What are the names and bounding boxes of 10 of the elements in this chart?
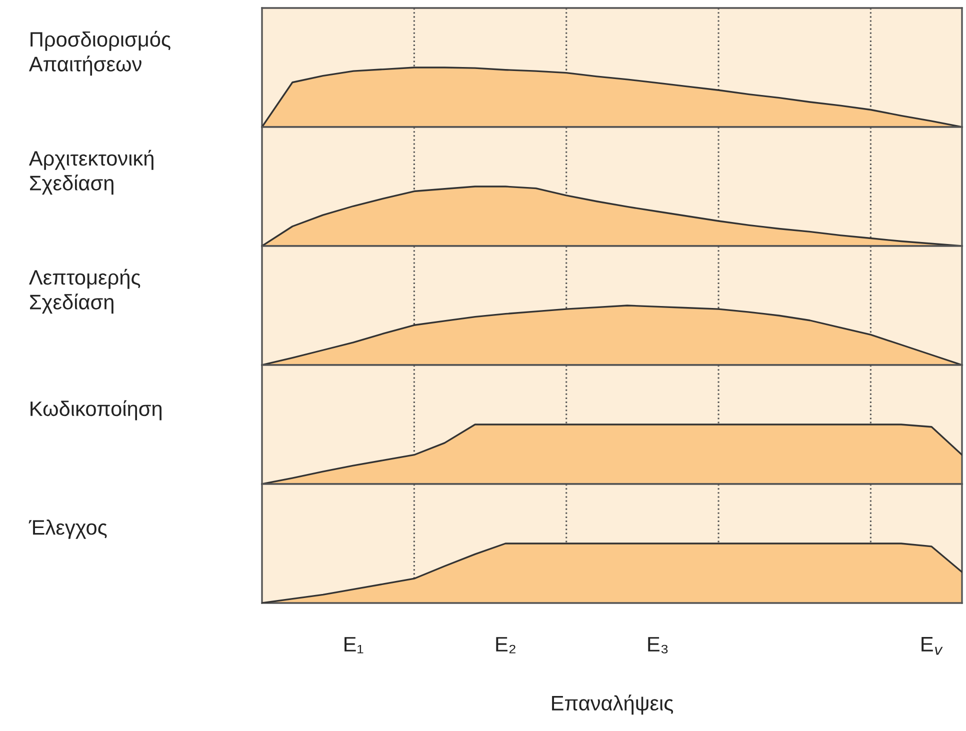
x-tick-label: E₃ <box>648 637 668 654</box>
y-axis-title: Αρχιτεκτονική Σχεδίαση <box>28 150 154 195</box>
x-tick-label: E₁ <box>344 637 364 654</box>
x-tick-label: E₂ <box>496 637 516 654</box>
y-axis-title: Λεπτομερής Σχεδίαση <box>29 268 140 314</box>
y-axis-title: Προσδιορισμός Απαιτήσεων <box>28 30 170 76</box>
y-axis-title: Κωδικοποίηση <box>30 400 162 420</box>
x-axis-title: Επαναλήψεις <box>552 694 674 715</box>
x-tick-label: E$_{v}$ <box>922 637 943 655</box>
y-axis-title: Έλεγχος <box>28 520 107 539</box>
